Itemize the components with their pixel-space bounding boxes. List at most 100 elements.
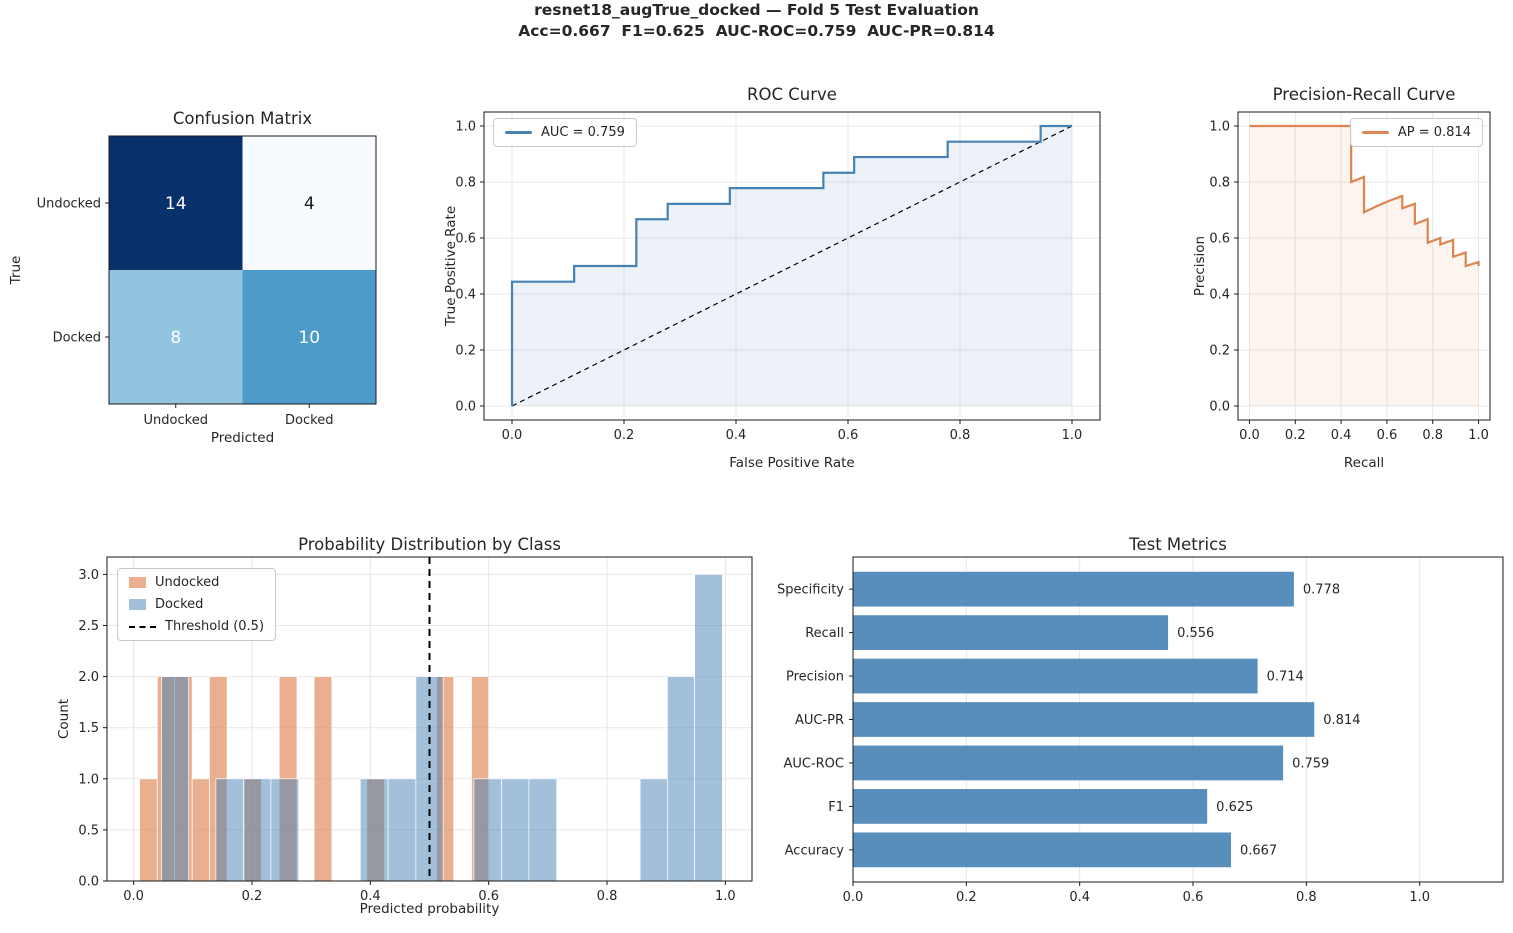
tick-label: 0.8 (597, 889, 618, 904)
tick-label: 0.2 (1209, 344, 1230, 359)
metric-category-label: AUC-ROC (783, 756, 844, 771)
roc-ylabel: True Positive Rate (443, 205, 459, 327)
pr-xlabel: Recall (1343, 455, 1385, 471)
grid (484, 112, 1100, 420)
confusion-matrix-title: Confusion Matrix (172, 109, 313, 128)
roc-line-swatch (505, 131, 532, 134)
axes-spines (1237, 111, 1491, 421)
undocked-patch-swatch (129, 577, 146, 588)
tick-label: 0.6 (1209, 232, 1230, 247)
matrix-cell (109, 270, 243, 404)
hist-bar (139, 778, 158, 882)
histogram-title: Probability Distribution by Class (298, 535, 561, 554)
y-axis-ticks: 0.0 0.5 1.0 1.5 2.0 2.5 3.0 (78, 568, 107, 890)
metric-category-labels: Specificity Recall Precision AUC-PR AUC-ROC F… (777, 583, 853, 858)
metric-category-label: Precision (786, 670, 844, 685)
tick-label: 1.0 (1468, 428, 1489, 443)
threshold-dash-swatch (129, 625, 156, 628)
metric-value-label: 0.714 (1267, 670, 1304, 685)
tick-label: 0.2 (242, 889, 263, 904)
matrix-cell-value: 14 (165, 194, 187, 214)
tick-label: 0.6 (1183, 890, 1204, 905)
histogram-legend-label-threshold: Threshold (0.5) (165, 619, 265, 634)
metric-category-label: Specificity (777, 583, 844, 598)
tick-label: 0.8 (455, 176, 476, 191)
tick-label: 1.0 (1062, 428, 1083, 443)
matrix-cell-value: 4 (304, 194, 315, 214)
confusion-matrix-cells: 14 4 8 10 (109, 136, 376, 404)
metric-bars (853, 571, 1315, 868)
metric-bar (853, 615, 1169, 650)
hist-bar (215, 778, 245, 882)
probability-histogram-plot: 0.0 0.2 0.4 0.6 0.8 1.0 0.0 0.5 1.0 1.5 2.0 2.5 3.0 (78, 556, 753, 904)
test-metrics-title: Test Metrics (1129, 535, 1227, 554)
matrix-cell-value: 10 (298, 328, 320, 348)
axes-spines (852, 556, 1504, 883)
tick-label: 0.8 (950, 428, 971, 443)
tick-label: 1.0 (78, 772, 99, 787)
tick-label: 0.4 (1331, 428, 1352, 443)
x-axis-ticks: 0.0 0.2 0.4 0.6 0.8 1.0 (1239, 420, 1489, 443)
hist-bar (161, 676, 190, 882)
metric-value-labels: 0.778 0.556 0.714 0.814 0.759 0.625 0.667 (1177, 583, 1360, 859)
y-axis-ticks: 0.0 0.2 0.4 0.6 0.8 1.0 (1209, 120, 1238, 415)
suptitle-line2: Acc=0.667 F1=0.625 AUC-ROC=0.759 AUC-PR=… (518, 22, 995, 40)
roc-curve-plot: 0.0 0.2 0.4 0.6 0.8 1.0 0.0 0.2 0.4 0.6 0.8 1.0 (455, 111, 1101, 443)
tick-label: 0.8 (1296, 890, 1317, 905)
hist-bar (528, 778, 558, 882)
axes-spines (483, 111, 1101, 421)
histogram-legend-label-docked: Docked (155, 597, 204, 612)
x-axis-ticks: 0.0 0.2 0.4 0.6 0.8 1.0 (502, 420, 1083, 443)
metric-value-label: 0.667 (1240, 843, 1277, 858)
x-axis-ticks: 0.0 0.2 0.4 0.6 0.8 1.0 (123, 881, 736, 904)
tick-label: 1.0 (455, 120, 476, 135)
matrix-cell-value: 8 (170, 328, 181, 348)
tick-label: 0.4 (455, 288, 476, 303)
hist-bar (666, 676, 696, 882)
tick-label: 0.0 (1209, 400, 1230, 415)
pr-ylabel: Precision (1192, 235, 1208, 297)
tick-label: 0.4 (1069, 890, 1090, 905)
cm-ylabel: True (8, 255, 24, 285)
pr-title: Precision-Recall Curve (1272, 85, 1456, 104)
metric-bar (853, 658, 1258, 694)
pr-legend-item: AP = 0.814 (1361, 125, 1471, 140)
hist-bar (694, 573, 723, 882)
histogram-legend-item-threshold: Threshold (0.5) (129, 619, 264, 634)
metric-category-label: F1 (828, 800, 844, 815)
hist-bar (270, 778, 300, 882)
histogram-legend-item-docked: Docked (129, 597, 264, 612)
tick-label: 0.2 (455, 344, 476, 359)
tick-label: 0.4 (1209, 288, 1230, 303)
metric-value-label: 0.814 (1323, 713, 1360, 728)
curve-fill (1249, 126, 1479, 406)
tick-label: 0.5 (78, 823, 99, 838)
tick-label: 1.0 (1209, 120, 1230, 135)
tick-label: 0.2 (956, 890, 977, 905)
hist-bar (191, 778, 210, 882)
tick-label: 0.6 (838, 428, 859, 443)
cm-ticks: Undocked Docked Undocked Docked (37, 197, 334, 429)
tick-label: Docked (53, 331, 101, 346)
histogram-ylabel: Count (56, 698, 72, 740)
tick-label: 0.0 (455, 400, 476, 415)
cm-xlabel: Predicted (210, 430, 275, 446)
hist-bars-docked (161, 573, 723, 882)
roc-xlabel: False Positive Rate (729, 455, 855, 471)
confusion-matrix-plot: 14 4 8 10 Undocked Docked Undocked Docked (37, 135, 377, 429)
roc-curve-line (510, 124, 1072, 406)
tick-label: 0.0 (1239, 428, 1260, 443)
tick-label: 0.4 (360, 889, 381, 904)
pr-curve-plot: 0.0 0.2 0.4 0.6 0.8 1.0 0.0 0.2 0.4 0.6 0.8 1.0 (1209, 111, 1491, 443)
metric-category-label: AUC-PR (795, 713, 844, 728)
pr-legend-label: AP = 0.814 (1397, 125, 1471, 140)
tick-label: 0.8 (1422, 428, 1443, 443)
roc-legend-item: AUC = 0.759 (505, 125, 625, 140)
metric-bar (853, 745, 1284, 781)
test-metrics-plot: 0.778 0.556 0.714 0.814 0.759 0.625 0.667 Speci… (777, 556, 1504, 905)
tick-label: 2.0 (78, 670, 99, 685)
tick-label: 0.0 (502, 428, 523, 443)
axes-spines (108, 135, 377, 405)
metric-value-label: 0.778 (1303, 583, 1340, 598)
